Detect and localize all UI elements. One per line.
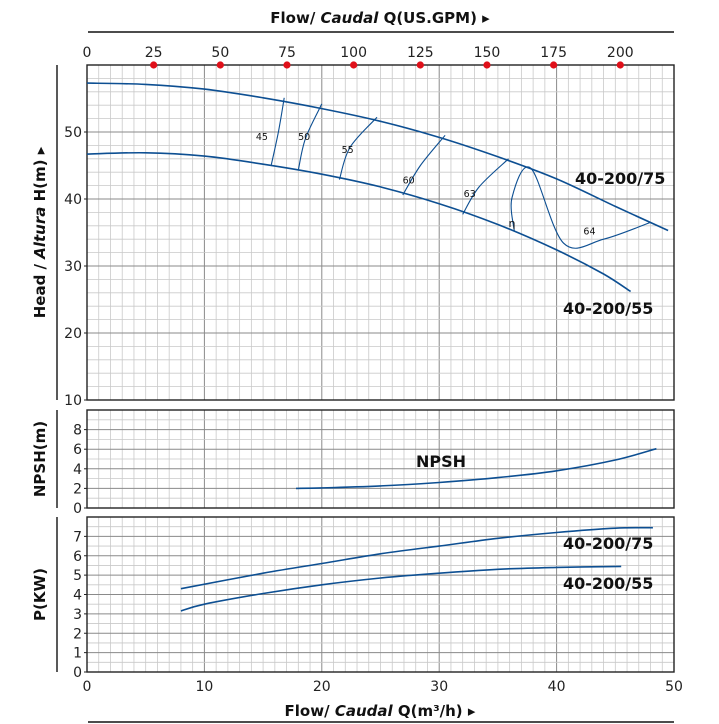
power-y-tick-label: 0 [73, 665, 82, 681]
annotation-40-200-75: 40-200/75 [563, 534, 653, 553]
top-axis: Flow/ Caudal Q(US.GPM) ▸ 0 25 50 75 100 125 150… [83, 9, 674, 69]
efficiency-contour-63 [462, 158, 509, 215]
top-axis-tick-label: 150 [474, 45, 501, 61]
npsh-y-tick-label: 0 [73, 501, 82, 517]
top-axis-marker [550, 61, 558, 69]
head-curve-40-200-55 [86, 151, 632, 293]
head-curve-40-200-75 [86, 82, 669, 232]
power-y-tick-label: 1 [73, 646, 82, 662]
x-tick-label: 0 [83, 679, 92, 695]
top-axis-tick-label: 0 [83, 45, 92, 61]
efficiency-label-50: 50 [298, 132, 310, 143]
head-y-axis-label: Head / Altura H(m) ▸ [31, 146, 49, 318]
power-y-tick-label: 2 [73, 626, 82, 642]
efficiency-contour-64 [510, 166, 651, 249]
power-y-tick-label: 3 [73, 607, 82, 623]
annotation-40-200-55: 40-200/55 [563, 574, 653, 593]
efficiency-contour-55 [338, 116, 378, 180]
annotation-40-200-75: 40-200/75 [575, 169, 665, 188]
x-tick-label: 40 [548, 679, 566, 695]
x-tick-label: 50 [665, 679, 683, 695]
efficiency-label-64: 64 [583, 227, 595, 238]
top-axis-tick-label: 125 [407, 45, 434, 61]
head-y-tick-label: 30 [64, 259, 82, 275]
top-axis-marker [616, 61, 624, 69]
efficiency-label-55: 55 [342, 145, 354, 156]
power-y-tick-label: 6 [73, 549, 82, 565]
annotation-40-200-55: 40-200/55 [563, 299, 653, 318]
top-axis-marker [483, 61, 491, 69]
top-axis-marker [283, 61, 291, 69]
x-tick-label: 30 [430, 679, 448, 695]
top-axis-marker [216, 61, 224, 69]
annotation-npsh: NPSH [416, 452, 466, 471]
x-tick-label: 20 [313, 679, 331, 695]
top-axis-tick-label: 200 [607, 45, 634, 61]
top-axis-tick-label: 25 [145, 45, 163, 61]
bottom-axis-label: Flow/ Caudal Q(m³/h) ▸ [285, 702, 476, 720]
npsh-curve-npsh [295, 447, 657, 490]
efficiency-contour-45 [270, 97, 285, 165]
efficiency-label-63: 63 [464, 189, 476, 200]
top-axis-tick-label: 100 [340, 45, 367, 61]
x-tick-label: 10 [195, 679, 213, 695]
head-y-tick-label: 50 [64, 125, 82, 141]
efficiency-eta-label: η [508, 217, 515, 230]
top-axis-marker [150, 61, 158, 69]
head-y-tick-label: 40 [64, 192, 82, 208]
top-axis-marker [416, 61, 424, 69]
power-y-tick-label: 4 [73, 588, 82, 604]
npsh-y-tick-label: 8 [73, 423, 82, 439]
head-y-tick-label: 20 [64, 326, 82, 342]
efficiency-label-45: 45 [256, 132, 268, 143]
power-curve-40-200-55 [180, 565, 622, 612]
power-y-axis-label: P(KW) [31, 568, 49, 621]
npsh-y-axis-label: NPSH(m) [31, 421, 49, 497]
npsh-grid [87, 410, 674, 508]
head-y-tick-label: 10 [64, 393, 82, 409]
efficiency-label-60: 60 [403, 176, 415, 187]
top-axis-tick-label: 175 [540, 45, 567, 61]
power-y-tick-label: 5 [73, 568, 82, 584]
npsh-frame [86, 409, 675, 509]
head-grid [87, 65, 674, 400]
power-y-tick-label: 7 [73, 529, 82, 545]
top-axis-marker [350, 61, 358, 69]
npsh-y-tick-label: 2 [73, 481, 82, 497]
efficiency-contour-50 [297, 103, 323, 171]
efficiency-contour-60 [402, 134, 446, 196]
top-axis-tick-label: 50 [211, 45, 229, 61]
npsh-panel: 0 2 4 6 8 NPSH(m) [31, 409, 675, 517]
head-frame [86, 64, 675, 401]
power-grid [87, 517, 674, 672]
npsh-y-tick-label: 4 [73, 462, 82, 478]
npsh-y-tick-label: 6 [73, 442, 82, 458]
top-axis-tick-label: 75 [278, 45, 296, 61]
top-axis-label: Flow/ Caudal Q(US.GPM) ▸ [270, 9, 490, 27]
head-panel: 10 20 30 40 50 Head / Altura H(m) ▸ [31, 64, 675, 409]
power-curve-40-200-75 [180, 526, 653, 590]
bottom-axis: 0 10 20 30 40 50 Flow/ Caudal Q(m³/h) ▸ [83, 679, 683, 723]
power-panel: 0 1 2 3 4 5 6 7 P(KW) [31, 516, 675, 681]
